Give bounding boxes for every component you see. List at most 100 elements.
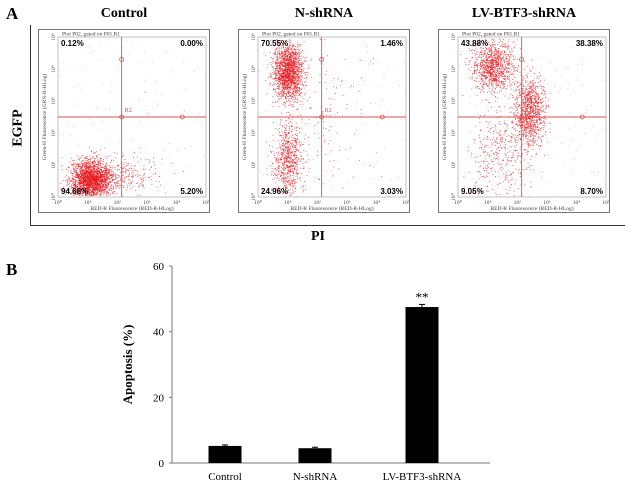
event-dot xyxy=(86,193,88,195)
event-dot xyxy=(279,74,281,76)
event-dot xyxy=(101,84,103,86)
event-dot xyxy=(277,65,279,67)
event-dot xyxy=(272,84,273,86)
event-dot xyxy=(287,65,289,67)
event-dot xyxy=(122,175,124,176)
event-dot xyxy=(95,180,97,182)
event-dot xyxy=(183,110,185,112)
event-dot xyxy=(83,177,85,179)
event-dot xyxy=(101,186,103,188)
event-dot xyxy=(60,76,62,78)
event-dot xyxy=(287,167,289,169)
event-dot xyxy=(272,78,274,80)
event-dot xyxy=(102,174,104,176)
event-dot xyxy=(292,58,293,60)
event-dot xyxy=(72,188,74,190)
event-dot xyxy=(73,179,75,181)
event-dot xyxy=(278,97,280,99)
event-dot xyxy=(72,164,74,166)
event-dot xyxy=(294,54,296,56)
event-dot xyxy=(77,175,79,176)
event-dot xyxy=(96,151,97,153)
event-dot xyxy=(93,187,94,188)
event-dot xyxy=(106,191,108,193)
event-dot xyxy=(91,181,93,183)
event-dot xyxy=(279,172,281,174)
event-dot xyxy=(294,85,296,86)
event-dot xyxy=(105,169,106,171)
event-dot xyxy=(84,163,85,165)
event-dot xyxy=(106,176,108,178)
event-dot xyxy=(284,51,286,53)
event-dot xyxy=(285,50,286,52)
event-dot xyxy=(83,173,85,174)
event-dot xyxy=(289,74,291,76)
event-dot xyxy=(294,167,296,169)
event-dot xyxy=(286,85,287,87)
event-dot xyxy=(289,80,291,82)
event-dot xyxy=(144,172,145,174)
event-dot xyxy=(296,149,298,151)
event-dot xyxy=(280,52,282,54)
event-dot xyxy=(291,140,293,142)
event-dot xyxy=(302,83,304,85)
event-dot xyxy=(83,164,85,166)
event-dot xyxy=(109,183,111,185)
event-dot xyxy=(301,75,303,77)
event-dot xyxy=(95,172,97,174)
event-dot xyxy=(78,182,80,184)
event-dot xyxy=(267,63,269,65)
event-dot xyxy=(74,183,76,185)
event-dot xyxy=(79,176,81,178)
event-dot xyxy=(144,51,146,52)
event-dot xyxy=(66,179,68,181)
event-dot xyxy=(132,139,133,141)
event-dot xyxy=(277,88,279,89)
event-dot xyxy=(78,164,79,165)
event-dot xyxy=(89,160,91,162)
event-dot xyxy=(86,176,88,178)
event-dot xyxy=(282,183,284,185)
event-dot xyxy=(291,79,293,81)
event-dot xyxy=(81,173,83,175)
event-dot xyxy=(292,77,294,78)
event-dot xyxy=(307,64,309,66)
event-dot xyxy=(112,191,113,193)
event-dot xyxy=(128,170,130,172)
event-dot xyxy=(73,191,75,192)
event-dot xyxy=(75,188,77,190)
event-dot xyxy=(281,61,282,63)
gate-handle xyxy=(179,114,185,120)
event-dot xyxy=(104,178,106,180)
event-dot xyxy=(126,169,128,171)
event-dot xyxy=(99,176,100,178)
event-dot xyxy=(286,76,288,78)
event-dot xyxy=(285,147,287,149)
event-dot xyxy=(304,57,306,59)
event-dot xyxy=(101,181,103,182)
event-dot xyxy=(293,90,295,92)
event-dot xyxy=(281,51,283,52)
event-dot xyxy=(297,58,299,60)
event-dot xyxy=(145,176,147,178)
event-dot xyxy=(86,194,88,196)
event-dot xyxy=(96,169,98,171)
event-dot xyxy=(102,175,104,177)
event-dot xyxy=(66,185,68,186)
event-dot xyxy=(77,193,79,194)
event-dot xyxy=(87,177,89,179)
event-dot xyxy=(279,79,280,81)
event-dot xyxy=(298,64,300,66)
event-dot xyxy=(287,156,289,158)
event-dot xyxy=(282,133,284,135)
event-dot xyxy=(140,63,142,65)
event-dot xyxy=(70,169,72,171)
event-dot xyxy=(294,94,295,96)
event-dot xyxy=(297,46,299,48)
event-dot xyxy=(88,183,89,185)
event-dot xyxy=(282,60,284,62)
event-dot xyxy=(281,76,282,77)
event-dot xyxy=(302,85,304,87)
event-dot xyxy=(292,134,293,136)
event-dot xyxy=(285,52,287,54)
